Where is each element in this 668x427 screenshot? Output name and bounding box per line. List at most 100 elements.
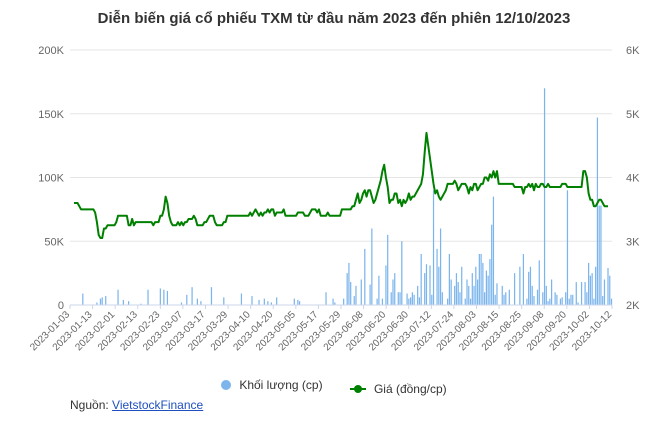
volume-bar	[397, 292, 399, 305]
volume-bar	[554, 292, 556, 305]
volume-bar	[480, 254, 482, 305]
volume-bar	[577, 302, 579, 305]
volume-bar	[147, 289, 149, 305]
volume-bar	[82, 293, 84, 305]
volume-bar	[526, 298, 528, 305]
volume-bar	[565, 292, 567, 305]
volume-bar	[413, 294, 415, 305]
y-left-tick-label: 50K	[44, 236, 64, 248]
volume-bar	[593, 298, 595, 305]
y-right-tick-label: 3K	[626, 236, 640, 248]
volume-bar	[297, 299, 299, 305]
volume-bar	[258, 299, 260, 305]
volume-bar	[610, 298, 613, 305]
volume-bar	[355, 285, 357, 305]
volume-bar	[387, 234, 389, 305]
volume-bar	[390, 292, 392, 305]
volume-bar	[166, 290, 169, 305]
volume-bar	[482, 262, 484, 305]
volume-bar	[293, 298, 295, 305]
volume-bar	[528, 271, 530, 305]
legend-volume-swatch	[221, 380, 232, 390]
y-right-tick-label: 6K	[626, 45, 640, 57]
volume-bar	[505, 292, 507, 305]
volume-bar	[450, 279, 452, 305]
volume-bar	[417, 285, 419, 305]
volume-bar	[381, 298, 384, 305]
volume-bar	[191, 287, 193, 305]
volume-bar	[385, 265, 387, 305]
volume-bar	[542, 292, 544, 305]
volume-bar	[263, 298, 265, 305]
volume-bar	[101, 297, 103, 305]
y-right-tick-label: 4K	[626, 173, 640, 185]
y-right-tick-label: 5K	[626, 109, 640, 121]
volume-bar	[570, 294, 572, 305]
volume-bar	[298, 301, 301, 305]
volume-bar	[519, 266, 521, 305]
volume-bar	[369, 284, 371, 305]
y-left-tick-label: 200K	[38, 45, 64, 57]
volume-bar	[180, 302, 183, 305]
volume-bar	[394, 273, 396, 305]
volume-bar	[128, 301, 130, 305]
volume-bar	[522, 254, 525, 305]
volume-bar	[513, 273, 516, 305]
volume-bar	[572, 294, 574, 305]
volume-bar	[436, 248, 438, 305]
volume-bar	[371, 228, 373, 305]
volume-bar	[609, 275, 611, 305]
volume-bar	[364, 248, 366, 305]
y-left-tick-label: 150K	[38, 109, 64, 121]
volume-bar	[484, 292, 486, 305]
volume-bar	[332, 298, 334, 305]
volume-bar	[200, 301, 202, 305]
volume-bar	[378, 275, 380, 305]
volume-bar	[586, 292, 588, 305]
volume-bar	[538, 260, 540, 305]
volume-bar	[487, 275, 489, 305]
volume-bar	[556, 294, 558, 305]
volume-bar	[424, 273, 426, 305]
volume-bar	[461, 266, 463, 305]
volume-bar	[602, 296, 604, 305]
legend-item-volume[interactable]: Khối lượng (cp)	[221, 378, 323, 392]
volume-bar	[325, 292, 327, 305]
volume-bar	[501, 285, 503, 305]
volume-bar	[159, 288, 161, 305]
y-right-tick-label: 2K	[626, 300, 640, 312]
volume-bar	[589, 275, 591, 305]
legend-item-price[interactable]: Giá (đồng/cp)	[349, 382, 447, 396]
source-link[interactable]: VietstockFinance	[112, 398, 204, 412]
volume-bar	[431, 294, 433, 305]
volume-bar	[607, 268, 609, 305]
volume-bar	[276, 297, 278, 305]
volume-bar	[411, 292, 413, 305]
volume-bar	[447, 298, 449, 305]
volume-bar	[408, 298, 410, 305]
volume-bar	[348, 262, 350, 305]
volume-bar	[392, 279, 394, 305]
volume-bar	[399, 292, 401, 305]
volume-bar	[163, 289, 165, 305]
volume-bar	[531, 285, 533, 305]
volume-bar	[550, 279, 553, 305]
volume-bar	[406, 293, 408, 305]
volume-bar	[596, 117, 599, 305]
source-label: Nguồn:	[70, 398, 109, 412]
volume-bar	[117, 289, 119, 305]
volume-bar	[420, 254, 422, 305]
volume-bar	[409, 297, 412, 305]
volume-bar	[350, 282, 352, 305]
volume-bar	[196, 298, 198, 305]
volume-bar	[566, 190, 569, 305]
volume-bar	[343, 298, 345, 305]
chart-title: Diễn biến giá cổ phiếu TXM từ đầu năm 20…	[97, 10, 571, 27]
volume-bar	[591, 273, 593, 305]
volume-bar	[559, 298, 562, 305]
volume-bar	[270, 302, 273, 305]
volume-bar	[432, 190, 435, 305]
volume-bar	[96, 302, 98, 305]
y-left-tick-label: 0	[58, 300, 64, 312]
